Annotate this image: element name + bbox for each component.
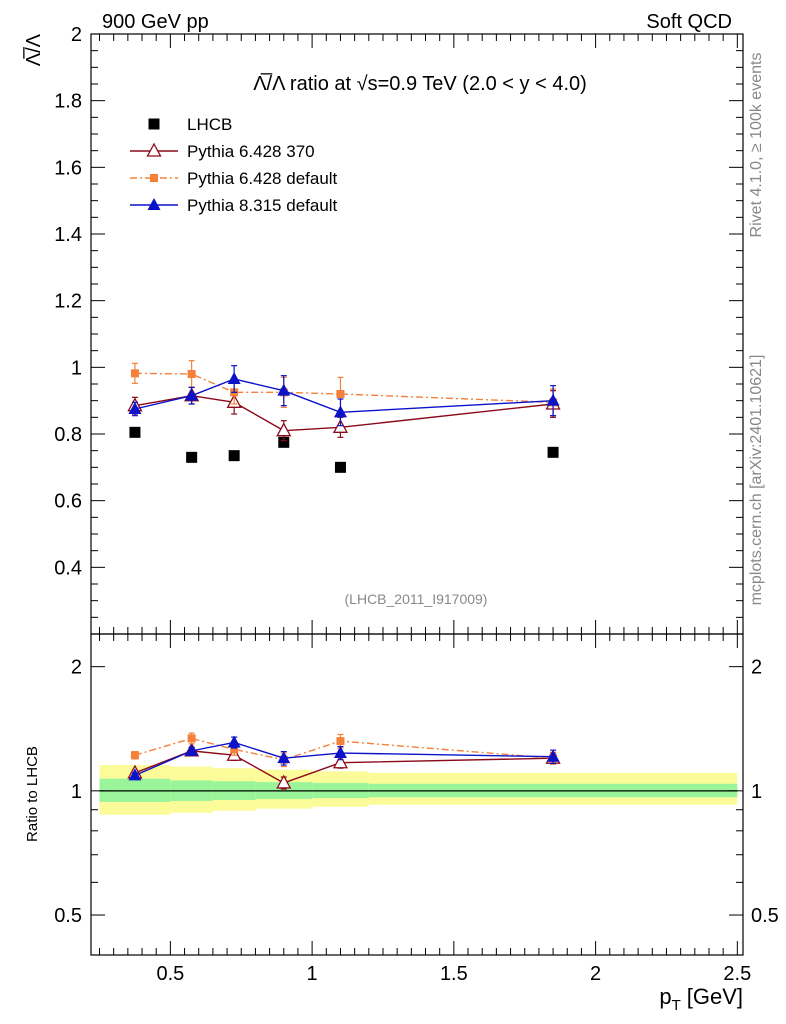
- mcplots-label: mcplots.cern.ch [arXiv:2401.10621]: [748, 355, 765, 606]
- main-title: Λ̅/Λ ratio at √s=0.9 TeV (2.0 < y < 4.0): [253, 72, 587, 95]
- rivet-version-label: Rivet 4.1.0, ≥ 100k events: [748, 53, 765, 238]
- header-left-label: 900 GeV pp: [102, 11, 209, 33]
- ratio-uncertainty-bands: [99, 765, 738, 815]
- legend-marker-py8: [147, 198, 161, 210]
- main-line-py8: [134, 378, 554, 414]
- main-point-py8: [277, 383, 291, 396]
- ratio-point-py8: [185, 743, 199, 756]
- ratio-y-tick-label-right: 2: [751, 657, 762, 679]
- ratio-series-py8: [128, 735, 560, 781]
- ratio-line-py6_default: [134, 737, 554, 761]
- x-axis-label-sub: T: [672, 997, 681, 1014]
- ratio-point-py8: [333, 746, 347, 759]
- ratio-x-tick-label: 0.5: [156, 963, 184, 985]
- ratio-point-py8: [546, 749, 560, 762]
- main-line-py6_default: [134, 372, 554, 404]
- main-y-tick-label: 1: [71, 357, 82, 379]
- main-y-tick-label: 0.8: [54, 424, 82, 446]
- ratio-y-tick-label-right: 0.5: [751, 905, 779, 927]
- ratio-plot-frame: [90, 633, 744, 956]
- ratio-line-py8: [134, 741, 554, 777]
- main-y-tick-label: 0.6: [54, 491, 82, 513]
- ratio-x-tick-label: 2: [590, 963, 601, 985]
- main-point-py8: [227, 372, 241, 384]
- main-series-layer: [127, 360, 561, 473]
- main-point-lhcb: [547, 446, 559, 458]
- main-point-py6_default: [336, 390, 345, 398]
- main-y-axis-label: Λ̅/Λ: [22, 33, 45, 66]
- ratio-series-layer: [127, 732, 561, 790]
- main-point-py6_370: [276, 422, 292, 437]
- main-point-py6_370: [332, 418, 349, 433]
- legend: LHCB Pythia 6.428 370 Pythia 6.428 default…: [130, 115, 338, 215]
- header-right-label: Soft QCD: [646, 11, 732, 33]
- main-point-py6_default: [187, 370, 196, 378]
- main-y-tick-label: 1.4: [54, 224, 82, 246]
- ratio-point-py8: [227, 735, 241, 748]
- ratio-point-py6_370: [332, 754, 349, 769]
- main-point-lhcb: [228, 450, 240, 462]
- ratio-x-tick-label: 1: [307, 963, 318, 985]
- ratio-point-py6_370: [276, 774, 292, 789]
- main-y-tick-label: 2: [71, 24, 82, 46]
- main-point-lhcb: [186, 451, 198, 463]
- main-series-py8: [128, 365, 560, 427]
- main-point-py6_default: [130, 369, 139, 378]
- ratio-y-tick-label: 0.5: [54, 905, 82, 927]
- ratio-point-py6_default: [187, 734, 196, 743]
- legend-marker-py6_default: [150, 174, 158, 182]
- ratio-y-axis-label: Ratio to LHCB: [24, 746, 41, 842]
- ratio-point-py8: [277, 751, 291, 764]
- legend-label-py6_370: Pythia 6.428 370: [187, 142, 315, 161]
- main-point-lhcb: [129, 426, 141, 438]
- ratio-point-py6_default: [130, 751, 139, 760]
- legend-marker-lhcb: [148, 118, 160, 130]
- ratio-point-py6_default: [336, 737, 345, 746]
- ratio-point-py8: [128, 768, 142, 781]
- legend-label-py8: Pythia 8.315 default: [187, 196, 338, 215]
- ratio-panel: Ratio to LHCB 0.5 1 1.5 2 2.5 0.5 0.5 1 1 2 2 pT [G…: [24, 633, 779, 1014]
- x-axis-label-unit: [GeV]: [687, 984, 743, 1009]
- main-point-py8: [546, 393, 560, 406]
- main-series-lhcb: [129, 426, 559, 473]
- legend-label-py6_default: Pythia 6.428 default: [187, 169, 338, 188]
- ratio-x-tick-label: 2.5: [723, 963, 751, 985]
- analysis-label: (LHCB_2011_I917009): [345, 591, 488, 607]
- legend-label-lhcb: LHCB: [187, 115, 232, 134]
- main-y-tick-label: 0.4: [54, 557, 82, 579]
- ratio-y-tick-label-right: 1: [751, 781, 762, 803]
- x-axis-label-p: p: [659, 984, 671, 1009]
- main-point-lhcb: [334, 461, 346, 473]
- main-point-py8: [333, 405, 347, 418]
- ratio-x-tick-label: 1.5: [440, 963, 468, 985]
- x-axis-label: pT [GeV]: [659, 984, 743, 1014]
- ratio-axis-ticks: 0.5 1 1.5 2 2.5 0.5 0.5 1 1 2 2: [54, 634, 779, 985]
- ratio-point-py6_default: [230, 745, 239, 754]
- main-y-tick-label: 1.2: [54, 291, 82, 313]
- main-y-tick-label: 1.6: [54, 157, 82, 179]
- main-panel: Λ̅/Λ ratio at √s=0.9 TeV (2.0 < y < 4.0)…: [22, 24, 744, 635]
- main-point-py8: [185, 388, 199, 401]
- ratio-y-tick-label: 1: [71, 781, 82, 803]
- main-y-tick-label: 1.8: [54, 91, 82, 113]
- legend-marker-py6_370: [146, 142, 162, 157]
- main-point-py8: [128, 402, 142, 414]
- main-point-lhcb: [278, 436, 290, 448]
- main-axis-ticks: 0.4 0.6 0.8 1 1.2 1.4 1.6 1.8 2: [54, 24, 743, 634]
- main-series-py6_default: [130, 360, 558, 417]
- ratio-y-tick-label: 2: [71, 657, 82, 679]
